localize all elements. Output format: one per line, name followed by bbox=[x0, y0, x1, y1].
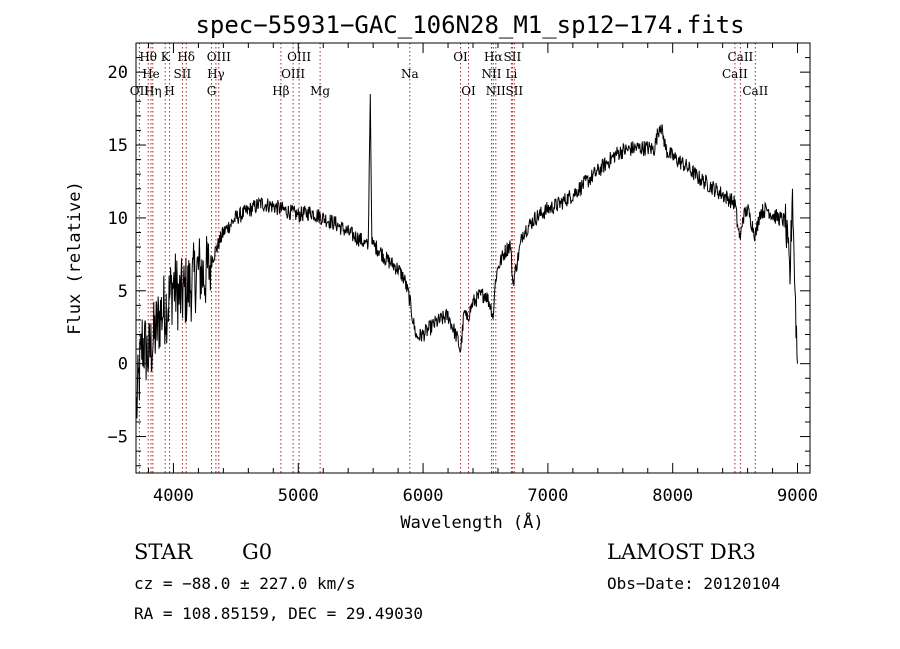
y-tick-label: 5 bbox=[118, 282, 128, 302]
spectral-line-label: Li bbox=[505, 67, 517, 81]
x-axis: 4000 5000 6000 7000 8000 9000 bbox=[147, 43, 818, 506]
spectral-line-label: NII bbox=[486, 84, 506, 98]
spectral-line-label: OIII bbox=[287, 50, 311, 64]
survey-name: LAMOST DR3 bbox=[607, 540, 756, 564]
spectral-line-label: OI bbox=[461, 84, 476, 98]
x-tick-label: 8000 bbox=[652, 486, 693, 506]
redshift-velocity: cz = −88.0 ± 227.0 km/s bbox=[134, 574, 356, 593]
spectral-line-label: Na bbox=[401, 67, 419, 81]
spectral-line-label: SII bbox=[504, 50, 522, 64]
spectral-line-label: CaII bbox=[722, 67, 748, 81]
spectral-line-label: OI bbox=[453, 50, 468, 64]
spectral-line-label: NII bbox=[482, 67, 502, 81]
spectral-line-label: G bbox=[207, 84, 217, 98]
spectral-line-label: SII bbox=[505, 84, 523, 98]
spectral-line-label: Mg bbox=[310, 84, 330, 98]
x-tick-label: 4000 bbox=[153, 486, 194, 506]
spectral-line-label: CaII bbox=[727, 50, 753, 64]
y-tick-label: 20 bbox=[108, 63, 128, 83]
spectral-line-label: H bbox=[164, 84, 174, 98]
spectral-line-label: SII bbox=[174, 67, 192, 81]
coordinates: RA = 108.85159, DEC = 29.49030 bbox=[134, 604, 423, 623]
spectral-line-markers bbox=[138, 43, 756, 473]
spectral-line-labels: HθOIIHeHηKHSIIHδGOIIIHγHβOIIIOIIIMgNaOIO… bbox=[130, 50, 769, 98]
observation-date: Obs−Date: 20120104 bbox=[607, 574, 780, 593]
spectral-line-label: Hγ bbox=[207, 67, 225, 81]
y-tick-label: 0 bbox=[118, 355, 128, 375]
spectral-line-label: OIII bbox=[207, 50, 231, 64]
x-tick-label: 7000 bbox=[527, 486, 568, 506]
y-tick-label: 15 bbox=[108, 136, 128, 156]
y-axis-label: Flux (relative) bbox=[65, 181, 85, 335]
spectral-line-label: He bbox=[142, 67, 160, 81]
spectral-line-label: CaII bbox=[742, 84, 768, 98]
spectral-line-label: Hα bbox=[484, 50, 503, 64]
object-class: STAR bbox=[134, 540, 193, 564]
chart-title: spec−55931−GAC_106N28_M1_sp12−174.fits bbox=[195, 11, 744, 39]
x-tick-label: 6000 bbox=[403, 486, 444, 506]
spectral-line-label: Hδ bbox=[177, 50, 195, 64]
y-axis: −5 0 5 10 15 20 bbox=[108, 57, 810, 467]
object-subclass: G0 bbox=[242, 540, 272, 564]
y-tick-label: −5 bbox=[108, 428, 128, 448]
x-tick-label: 9000 bbox=[777, 486, 818, 506]
spectral-line-label: Hη bbox=[144, 84, 162, 98]
x-tick-label: 5000 bbox=[278, 486, 319, 506]
spectral-line-label: K bbox=[161, 50, 171, 64]
spectrum-series-line bbox=[135, 93, 798, 419]
spectral-line-label: OIII bbox=[281, 67, 305, 81]
x-axis-label: Wavelength (Å) bbox=[400, 511, 543, 533]
spectral-line-label: Hβ bbox=[272, 84, 289, 98]
plot-frame bbox=[135, 42, 811, 474]
spectral-line-label: Hθ bbox=[139, 50, 157, 64]
y-tick-label: 10 bbox=[108, 209, 128, 229]
spectral-line-label: OII bbox=[130, 84, 150, 98]
